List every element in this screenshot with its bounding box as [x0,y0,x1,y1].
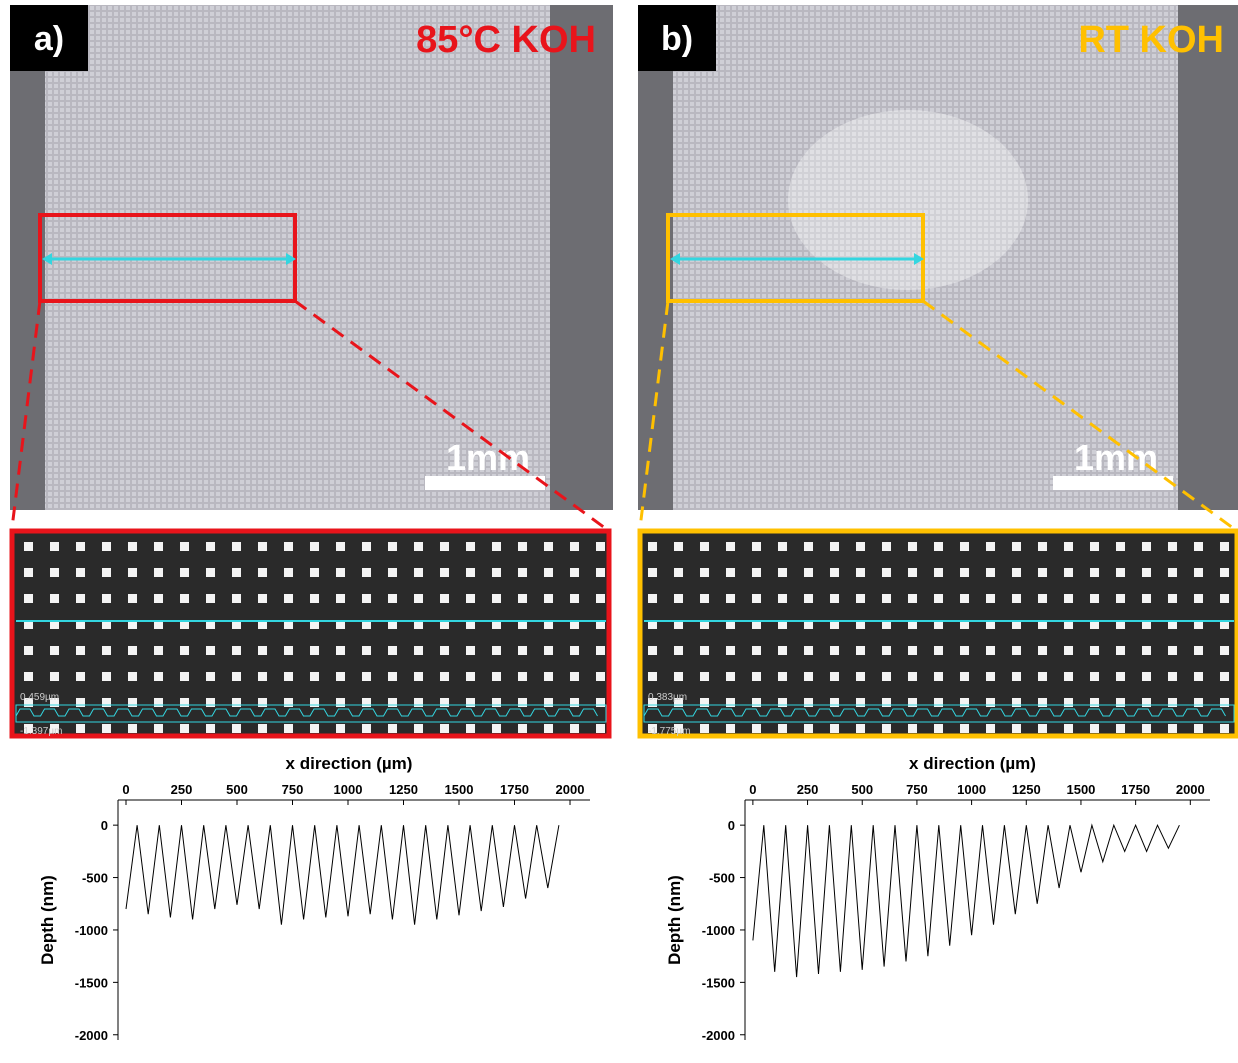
zoom-min-label: -1.775µm [648,726,690,737]
bright-spot [788,110,1028,290]
panel-label: a) [34,20,64,58]
y-tick-label: -500 [709,871,735,886]
x-tick-label: 1500 [1066,782,1095,797]
x-tick-label: 250 [797,782,819,797]
zoom-line [294,299,606,530]
x-tick-label: 1250 [1012,782,1041,797]
profile-trace [15,708,598,717]
x-tick-label: 1750 [1121,782,1150,797]
profile-trace [643,708,1226,717]
scale-bar [425,476,545,490]
zoom-line [638,300,670,529]
zoom-min-label: -1.397µm [20,726,62,737]
y-tick-label: -1000 [702,923,735,938]
y-tick-label: 0 [101,818,108,833]
y-tick-label: -1000 [75,923,108,938]
x-tick-label: 1000 [334,782,363,797]
x-tick-label: 500 [226,782,248,797]
scale-bar [1053,476,1173,490]
panel-label: b) [661,20,693,58]
x-tick-label: 750 [282,782,304,797]
x-tick-label: 250 [171,782,193,797]
x-tick-label: 500 [851,782,873,797]
y-axis-label: Depth (nm) [665,875,684,965]
x-tick-label: 1250 [389,782,418,797]
region-box [666,213,925,303]
profile-box [15,704,607,723]
label-box [638,5,716,71]
y-axis-label: Depth (nm) [38,875,57,965]
zoom-view [9,528,612,739]
y-tick-label: -500 [82,871,108,886]
profile-box [643,704,1235,723]
zoom-max-label: 0.459µm [20,692,59,703]
x-tick-label: 2000 [556,782,585,797]
x-tick-label: 1000 [957,782,986,797]
label-box [10,5,88,71]
region-box [38,213,297,303]
condition-label: 85°C KOH [416,19,596,61]
zoom-line [922,299,1234,530]
y-tick-label: -1500 [75,975,108,990]
zoom-view [637,528,1238,739]
x-axis-label: x direction (µm) [909,754,1036,773]
depth-profile [125,825,560,925]
zoom-max-label: 0.383µm [648,692,687,703]
y-tick-label: -2000 [75,1028,108,1043]
y-tick-label: -1500 [702,975,735,990]
x-axis-label: x direction (µm) [286,754,413,773]
x-tick-label: 1750 [500,782,529,797]
condition-label: RT KOH [1078,19,1224,61]
x-tick-label: 0 [749,782,756,797]
y-tick-label: -2000 [702,1028,735,1043]
x-tick-label: 2000 [1176,782,1205,797]
x-tick-label: 750 [906,782,928,797]
x-tick-label: 0 [122,782,129,797]
zoom-line [10,300,42,529]
x-tick-label: 1500 [445,782,474,797]
y-tick-label: 0 [728,818,735,833]
depth-profile [752,823,1180,978]
